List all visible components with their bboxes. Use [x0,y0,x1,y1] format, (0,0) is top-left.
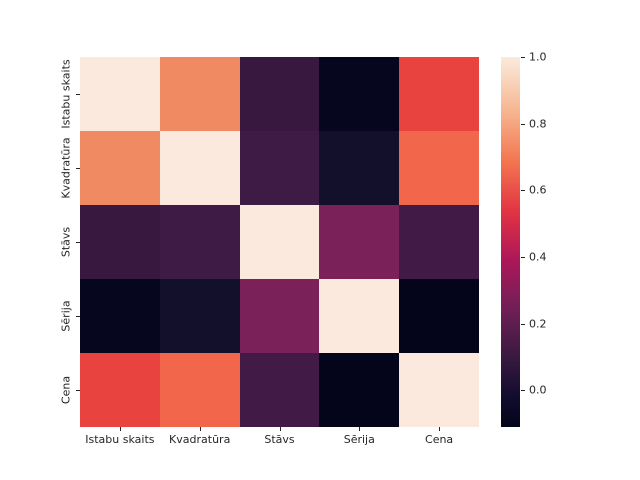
y-tick-label: Kvadratūra [59,137,73,199]
heatmap [80,57,479,427]
heatmap-cell-r2-c4 [399,205,479,279]
heatmap-cell-r2-c1 [159,205,240,279]
heatmap-cell-r4-c3 [319,353,400,427]
colorbar-tick-mark [521,57,525,58]
colorbar-tick-mark [521,190,525,192]
heatmap-cell-r3-c0 [80,279,160,353]
x-tick-label: Istabu skaits [85,433,155,446]
colorbar-tick-label: 0.6 [529,183,547,197]
heatmap-cell-r2-c3 [319,205,400,279]
x-tick-label: Kvadratūra [169,433,231,446]
colorbar-tick-label: 0.4 [529,250,547,264]
colorbar-tick-label: 0.2 [529,317,547,331]
y-tick-label: Cena [59,375,73,405]
y-tick-mark [76,242,80,243]
heatmap-cell-r3-c2 [239,279,320,353]
heatmap-cell-r1-c0 [80,131,160,205]
heatmap-cell-r4-c2 [239,353,320,427]
y-tick-label: Istabu skaits [59,59,73,129]
colorbar-tick-mark [521,390,525,392]
colorbar-gradient [501,57,520,427]
heatmap-cell-r1-c3 [319,131,400,205]
heatmap-cell-r2-c2 [239,205,320,279]
heatmap-cell-r3-c4 [399,279,479,353]
heatmap-cell-r4-c0 [80,353,160,427]
heatmap-cell-r4-c1 [159,353,240,427]
heatmap-cell-r1-c4 [399,131,479,205]
heatmap-cell-r0-c2 [239,57,320,131]
y-tick-mark [76,390,80,391]
colorbar-tick-mark [521,257,525,258]
heatmap-cell-r0-c4 [399,57,479,131]
x-tick-label: Stāvs [264,433,295,446]
colorbar-tick-label: 1.0 [529,50,547,64]
x-tick-mark [279,427,281,431]
colorbar-tick-mark [521,323,525,325]
y-tick-label: Sērija [59,300,73,332]
y-tick-label: Stāvs [59,226,73,258]
y-tick-mark [76,94,80,95]
heatmap-cell-r4-c4 [399,353,479,427]
x-tick-label: Sērija [343,433,375,446]
colorbar-tick-label: 0.8 [529,117,547,131]
heatmap-cell-r1-c1 [159,131,240,205]
colorbar [501,57,520,427]
y-tick-mark [76,316,80,317]
heatmap-cell-r1-c2 [239,131,320,205]
heatmap-cell-r0-c1 [159,57,240,131]
x-tick-mark [359,427,361,431]
heatmap-cell-r0-c0 [80,57,160,131]
heatmap-cell-r2-c0 [80,205,160,279]
y-tick-mark [76,168,80,169]
heatmap-cell-r0-c3 [319,57,400,131]
x-tick-label: Cena [425,433,454,446]
heatmap-cell-r3-c3 [319,279,400,353]
colorbar-tick-label: 0.0 [529,383,547,397]
x-tick-mark [199,427,201,431]
x-tick-mark [439,427,441,431]
x-tick-mark [119,427,121,431]
heatmap-cell-r3-c1 [159,279,240,353]
colorbar-tick-mark [521,123,525,125]
